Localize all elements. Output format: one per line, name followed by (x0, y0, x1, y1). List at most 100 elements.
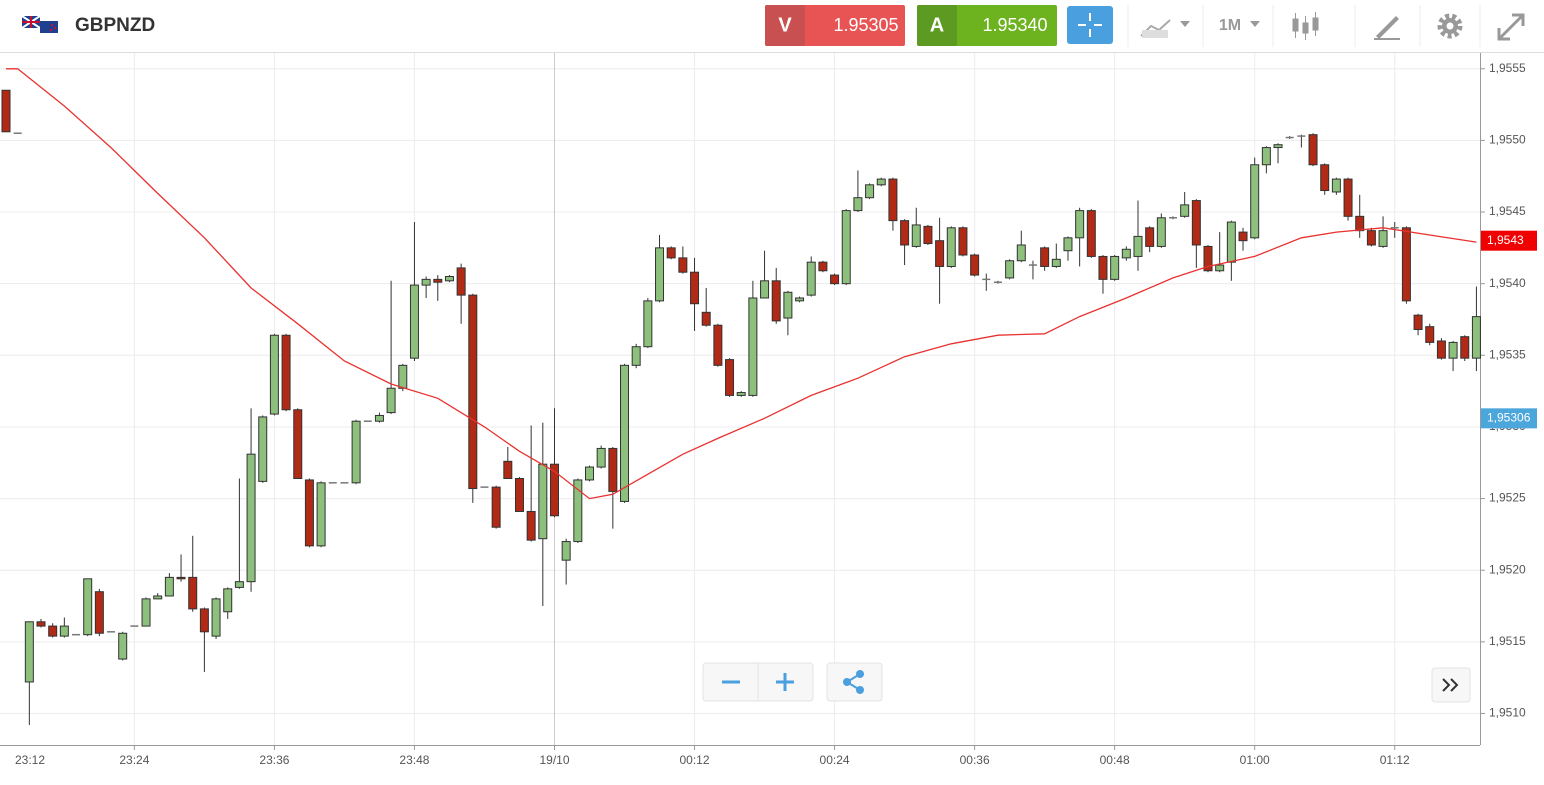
sell-price: 1.95305 (833, 15, 898, 35)
candle-body (374, 414, 384, 422)
candle-body (199, 608, 209, 633)
candle-body (24, 621, 34, 683)
candle-body (176, 576, 186, 580)
candle (993, 280, 1002, 284)
candle (748, 280, 758, 397)
candle (1191, 199, 1201, 268)
candle-body (1331, 178, 1341, 193)
candle-body (94, 591, 104, 634)
candle-body (643, 300, 653, 348)
candle (456, 263, 466, 324)
candle (1028, 260, 1037, 280)
zoom-in-button[interactable] (776, 673, 794, 691)
timeframe-button[interactable]: 1M (1219, 17, 1260, 34)
buy-button[interactable]: A 1.95340 (917, 5, 1057, 46)
candle-body (304, 479, 314, 547)
candle-body (351, 420, 361, 484)
candle (269, 333, 279, 416)
candle (725, 358, 735, 397)
candle-body (876, 178, 886, 186)
candle-body (281, 334, 291, 411)
candle (1308, 133, 1318, 167)
candle (1425, 323, 1435, 346)
draw-button[interactable] (1374, 16, 1400, 40)
candle (1261, 146, 1271, 174)
candle-body (293, 409, 303, 480)
crosshair-button[interactable] (1067, 6, 1113, 44)
chart-type-button[interactable] (1140, 19, 1190, 38)
candle (1413, 313, 1423, 336)
candle-body (1, 89, 11, 133)
y-tick-label: 1,9515 (1489, 634, 1526, 648)
candle (141, 597, 151, 627)
candle (1180, 191, 1190, 218)
candle-body (1273, 144, 1283, 149)
candle-body (678, 257, 688, 273)
candle-body (865, 184, 875, 199)
candle (433, 275, 443, 301)
candle-body (1320, 164, 1330, 192)
candle (573, 478, 583, 543)
candle (655, 234, 665, 303)
candle (1098, 255, 1108, 294)
candle-body (1436, 340, 1446, 359)
candle (164, 573, 174, 597)
candle (853, 170, 863, 213)
scroll-end-button[interactable] (1431, 667, 1471, 703)
price-marker-label: 1,95306 (1487, 411, 1531, 425)
flag-icon (21, 15, 58, 33)
candle (223, 587, 233, 619)
candle-body (36, 621, 46, 627)
candle (1005, 259, 1015, 280)
candle-body (760, 280, 770, 299)
candle-body (549, 463, 559, 517)
sell-button[interactable]: V 1.95305 (765, 5, 905, 46)
fullscreen-button[interactable] (1497, 13, 1525, 41)
candle (1145, 226, 1155, 253)
candle (1366, 227, 1376, 247)
share-button[interactable] (826, 662, 883, 702)
candle (421, 276, 431, 298)
candle-body (59, 625, 69, 637)
candle (783, 290, 793, 336)
candle-body (258, 416, 268, 482)
candle (1121, 246, 1131, 261)
y-tick-label: 1,9525 (1489, 491, 1526, 505)
candle-body (690, 271, 700, 305)
candle (176, 554, 186, 582)
candle-body (1098, 255, 1108, 280)
candle (888, 177, 898, 231)
candle-body (1425, 326, 1435, 343)
candle-body (1133, 235, 1143, 257)
candle-body (1355, 215, 1365, 232)
settings-button[interactable] (1437, 13, 1463, 39)
candle (713, 323, 723, 367)
candle-body (1448, 341, 1458, 359)
candle-body (1250, 164, 1260, 239)
candle (1169, 216, 1177, 220)
candle (316, 481, 326, 548)
candle-body (596, 447, 606, 468)
x-tick-label: 23:24 (119, 753, 149, 767)
candle (1051, 243, 1061, 268)
candle-body (491, 486, 501, 528)
candle (1016, 230, 1026, 263)
candle-body (1191, 200, 1201, 246)
candle (1401, 226, 1411, 304)
candle (514, 477, 524, 512)
zoom-controls (702, 662, 814, 702)
candle (246, 408, 256, 592)
candle (1075, 207, 1085, 267)
candle-body (1471, 316, 1481, 359)
x-tick-label: 23:12 (15, 753, 45, 767)
candle-body (421, 278, 431, 286)
candle (1320, 163, 1330, 195)
candle-style-button[interactable] (1292, 12, 1319, 40)
candle-body (468, 294, 478, 490)
candle (701, 287, 711, 327)
candle-body (666, 247, 676, 259)
candle-body (911, 224, 921, 247)
candle (549, 408, 559, 518)
candle-body (818, 261, 828, 272)
price-marker (1481, 230, 1537, 251)
